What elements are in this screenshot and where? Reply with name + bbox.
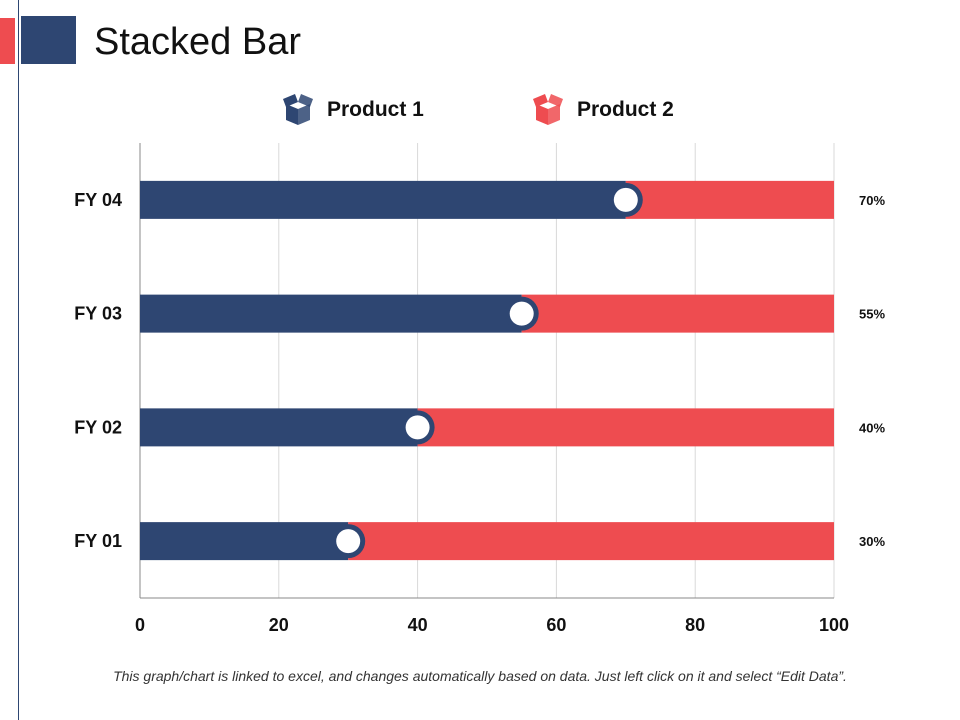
box-icon — [533, 94, 563, 125]
bar-marker — [613, 187, 638, 212]
category-label: FY 04 — [74, 190, 122, 210]
x-tick-label: 60 — [546, 615, 566, 635]
data-label: 30% — [859, 534, 885, 549]
bar-1 — [140, 180, 626, 219]
bar-marker — [405, 415, 430, 440]
x-tick-label: 40 — [408, 615, 428, 635]
x-tick-label: 100 — [819, 615, 849, 635]
data-label: 55% — [859, 307, 885, 322]
bar-2 — [625, 180, 834, 219]
bar-1 — [140, 522, 349, 561]
title-accent-red — [0, 18, 15, 64]
x-tick-label: 20 — [269, 615, 289, 635]
title-accent-navy — [21, 16, 76, 64]
box-icon — [283, 94, 313, 125]
bar-1 — [140, 408, 418, 447]
x-tick-label: 0 — [135, 615, 145, 635]
bar-1 — [140, 294, 522, 333]
legend-label: Product 2 — [577, 98, 674, 121]
bar-2 — [417, 408, 834, 447]
x-tick-label: 80 — [685, 615, 705, 635]
category-label: FY 01 — [74, 531, 122, 551]
data-label: 70% — [859, 193, 885, 208]
left-divider — [18, 0, 19, 720]
bar-marker — [336, 529, 361, 554]
legend-item-product-2: Product 2 — [533, 94, 674, 126]
bar-marker — [509, 301, 534, 326]
data-label: 40% — [859, 420, 885, 435]
legend-label: Product 1 — [327, 98, 424, 121]
bar-2 — [348, 522, 834, 561]
bar-2 — [521, 294, 834, 333]
category-label: FY 03 — [74, 304, 122, 324]
page-title: Stacked Bar — [94, 21, 301, 63]
legend-item-product-1: Product 1 — [283, 94, 424, 126]
footnote: This graph/chart is linked to excel, and… — [113, 668, 847, 684]
category-label: FY 02 — [74, 417, 122, 437]
